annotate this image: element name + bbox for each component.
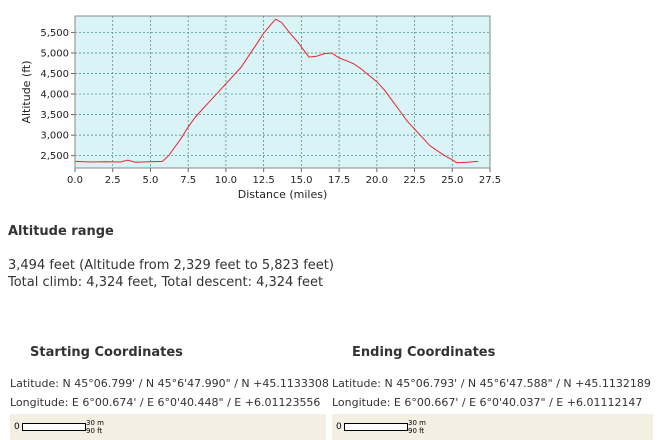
- end-longitude: Longitude: E 6°00.667' / E 6°0'40.037" /…: [332, 396, 643, 409]
- x-tick-label: 10.0: [215, 175, 237, 186]
- y-axis-ticks: 2,500 3,000 3,500 4,000 4,500 5,000 5,500: [40, 28, 75, 162]
- x-tick-label: 17.5: [328, 175, 350, 186]
- scale-meters-label: 30 m: [86, 419, 104, 427]
- x-tick-label: 2.5: [105, 175, 121, 186]
- altitude-range-heading: Altitude range: [8, 224, 114, 239]
- x-tick-label: 5.0: [143, 175, 159, 186]
- end-latitude: Latitude: N 45°06.793' / N 45°6'47.588" …: [332, 377, 651, 390]
- scale-zero-label: 0: [14, 422, 20, 432]
- start-map-preview[interactable]: 0 30 m 90 ft: [10, 414, 326, 440]
- scale-meters-label: 30 m: [408, 419, 426, 427]
- y-tick-label: 3,000: [40, 131, 69, 142]
- y-tick-label: 5,500: [40, 28, 69, 39]
- x-tick-label: 15.0: [290, 175, 312, 186]
- grid-lines: [74, 16, 491, 168]
- map-scale-bar: 0 30 m 90 ft: [14, 419, 114, 436]
- x-tick-label: 22.5: [403, 175, 425, 186]
- ending-coordinates-heading: Ending Coordinates: [352, 345, 496, 360]
- x-axis-label: Distance (miles): [238, 188, 328, 201]
- starting-coordinates-heading: Starting Coordinates: [30, 345, 183, 360]
- y-tick-label: 3,500: [40, 110, 69, 121]
- end-map-preview[interactable]: 0 30 m 90 ft: [332, 414, 653, 440]
- x-tick-label: 27.5: [479, 175, 501, 186]
- y-tick-label: 4,500: [40, 69, 69, 80]
- scale-feet-label: 90 ft: [86, 427, 103, 435]
- x-tick-label: 7.5: [180, 175, 196, 186]
- altitude-series-line: [74, 18, 478, 164]
- x-axis-ticks: 0.0 2.5 5.0 7.5 10.0 12.5 15.0 17.5 20.0 22.5 25.0…: [67, 168, 501, 186]
- start-longitude: Longitude: E 6°00.674' / E 6°0'40.448" /…: [10, 396, 321, 409]
- x-tick-label: 12.5: [253, 175, 275, 186]
- x-tick-label: 25.0: [441, 175, 463, 186]
- plot-area: [75, 16, 490, 168]
- altitude-range-summary: 3,494 feet (Altitude from 2,329 feet to …: [8, 258, 334, 273]
- map-scale-bar: 0 30 m 90 ft: [336, 419, 436, 436]
- y-tick-label: 2,500: [40, 151, 69, 162]
- start-latitude: Latitude: N 45°06.799' / N 45°6'47.990" …: [10, 377, 329, 390]
- y-axis-label: Altitude (ft): [20, 60, 33, 123]
- x-tick-label: 20.0: [366, 175, 388, 186]
- y-tick-label: 4,000: [40, 90, 69, 101]
- plot-border: [74, 15, 491, 169]
- scale-zero-label: 0: [336, 422, 342, 432]
- scale-bar-graphic: [22, 423, 86, 431]
- x-tick-label: 0.0: [67, 175, 83, 186]
- y-tick-label: 5,000: [40, 48, 69, 59]
- scale-bar-graphic: [344, 423, 408, 431]
- scale-feet-label: 90 ft: [408, 427, 425, 435]
- climb-descent-summary: Total climb: 4,324 feet, Total descent: …: [8, 275, 324, 290]
- altitude-chart: 0.0 2.5 5.0 7.5 10.0 12.5 15.0 17.5 20.0 22.5 25.0…: [20, 15, 501, 201]
